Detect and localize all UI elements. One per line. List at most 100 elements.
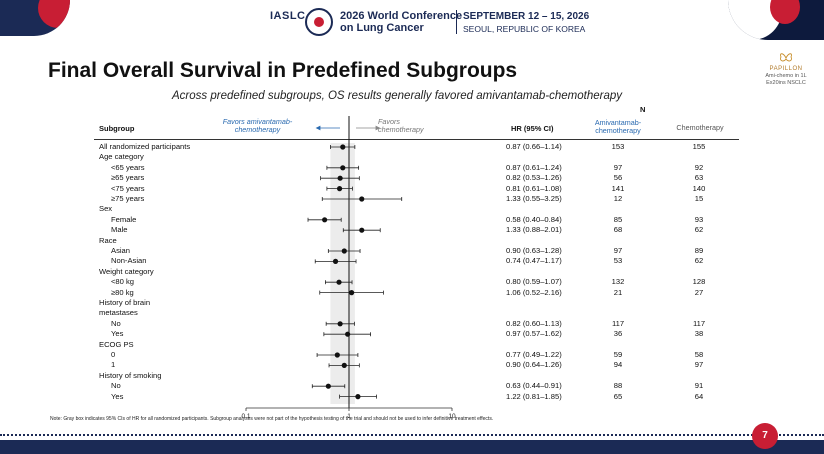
n-amivantamab: 12: [613, 194, 623, 203]
n-amivantamab: 85: [613, 214, 623, 224]
hr-value: 1.33 (0.88–2.01): [506, 225, 562, 235]
n-chemotherapy: 155: [692, 142, 706, 151]
n-chemotherapy: 117: [692, 318, 706, 328]
hr-point: [349, 290, 355, 296]
hr-point: [337, 321, 343, 327]
n-amivantamab: 68: [613, 225, 623, 235]
subgroup-label: ≥75 years: [111, 194, 145, 203]
hr-value: 0.80 (0.59–1.07): [506, 277, 562, 287]
header-divider: [456, 10, 457, 34]
favors-amivantamab-label: Favors amivantamab- chemotherapy: [210, 118, 305, 134]
subgroup-label: ≥65 years: [111, 173, 145, 183]
conference-location: SEOUL, REPUBLIC OF KOREA: [463, 24, 586, 34]
subgroup-label: <65 years: [111, 162, 145, 172]
hr-value: 0.90 (0.64–1.26): [506, 360, 562, 370]
n-amivantamab: 53: [613, 256, 623, 266]
n-chemotherapy: 97: [694, 360, 704, 370]
subgroup-label: Yes: [111, 391, 124, 401]
trial-name: PAPILLON: [769, 66, 803, 72]
col-hr: HR (95% CI): [511, 124, 554, 133]
org-logo-text: IASLC: [270, 10, 306, 22]
favors-chemotherapy-label: Favors chemotherapy: [378, 118, 448, 134]
hr-point: [334, 352, 340, 358]
hr-value: 0.97 (0.57–1.62): [506, 329, 562, 339]
col-arm-amivantamab: Amivantamab- chemotherapy: [584, 119, 652, 135]
n-amivantamab: 141: [611, 183, 625, 193]
subgroup-label: 1: [111, 360, 116, 370]
n-chemotherapy: 27: [694, 287, 704, 297]
hr-point: [336, 279, 342, 285]
subgroup-category-label: Weight category: [99, 266, 154, 276]
n-chemotherapy: 93: [694, 214, 704, 224]
x-axis-tick-label: 10: [448, 413, 456, 420]
n-amivantamab: 88: [613, 381, 623, 391]
n-chemotherapy: 63: [694, 173, 704, 183]
subgroup-category-label: Age category: [99, 152, 144, 162]
col-n-header: N: [640, 105, 646, 114]
hr-point: [359, 227, 365, 233]
slide-title: Final Overall Survival in Predefined Sub…: [48, 59, 518, 82]
subgroup-label: 0: [111, 350, 116, 359]
hr-point: [322, 217, 328, 223]
subgroup-category-label: metastases: [99, 308, 138, 318]
header-left-graphic: [0, 0, 70, 36]
hr-value: 0.87 (0.66–1.14): [506, 142, 562, 151]
subgroup-category-label: ECOG PS: [99, 339, 134, 349]
trial-desc-line-1: Ami-chemo in 1L: [765, 73, 807, 79]
conference-dates: SEPTEMBER 12 – 15, 2026 SEOUL, REPUBLIC …: [463, 11, 589, 35]
n-chemotherapy: 140: [692, 183, 706, 193]
hr-point: [340, 165, 346, 171]
subgroup-label: <80 kg: [111, 277, 135, 287]
favors-right-line-1: Favors: [378, 117, 400, 126]
trial-desc-line-2: Ex20ins NSCLC: [766, 80, 806, 86]
footer-dotted-rule: [0, 434, 824, 438]
n-amivantamab: 132: [611, 277, 625, 287]
x-axis-tick-label: 1: [347, 413, 351, 420]
col-arm-chemotherapy: Chemotherapy: [676, 123, 724, 132]
n-amivantamab: 59: [613, 350, 623, 359]
n-chemotherapy: 62: [694, 256, 704, 266]
n-amivantamab: 36: [613, 329, 623, 339]
subgroup-label: Male: [111, 225, 128, 235]
col-arm1-line-1: Amivantamab-: [594, 118, 642, 127]
n-amivantamab: 97: [613, 162, 623, 172]
favors-left-line-2: chemotherapy: [234, 125, 281, 134]
hr-value: 1.33 (0.55–3.25): [506, 194, 562, 203]
hr-value: 0.77 (0.49–1.22): [506, 350, 562, 359]
subgroup-label: ≥80 kg: [111, 287, 134, 297]
hr-value: 0.74 (0.47–1.17): [506, 256, 562, 266]
n-chemotherapy: 92: [694, 162, 704, 172]
subgroup-label: Non-Asian: [111, 256, 147, 266]
trial-badge: PAPILLON Ami-chemo in 1L Ex20ins NSCLC: [762, 52, 810, 87]
hr-point: [341, 248, 347, 254]
hr-value: 0.58 (0.40–0.84): [506, 214, 562, 224]
favors-left-line-1: Favors amivantamab-: [222, 117, 293, 126]
hr-point: [332, 258, 339, 264]
n-chemotherapy: 62: [694, 225, 704, 235]
hr-point: [359, 196, 365, 202]
subgroup-label: All randomized participants: [99, 142, 191, 151]
n-chemotherapy: 89: [694, 246, 704, 255]
subgroup-category-label: History of smoking: [99, 370, 162, 380]
subgroup-label: No: [111, 318, 121, 328]
footer-bar: [0, 440, 824, 454]
subgroup-category-label: History of brain: [99, 298, 151, 307]
subgroup-category-label: Sex: [99, 204, 113, 214]
subgroup-label: No: [111, 381, 121, 391]
col-arm1-line-2: chemotherapy: [595, 126, 641, 135]
n-amivantamab: 65: [613, 391, 623, 401]
n-chemotherapy: 38: [694, 329, 704, 339]
footnote: Note: Gray box indicates 95% CIs of HR f…: [50, 416, 494, 422]
n-amivantamab: 117: [611, 318, 625, 328]
n-amivantamab: 97: [613, 246, 623, 255]
hr-point: [340, 144, 346, 150]
conference-name: 2026 World Conference on Lung Cancer: [340, 10, 462, 34]
n-chemotherapy: 58: [694, 350, 704, 359]
hr-point: [337, 175, 343, 181]
n-chemotherapy: 15: [694, 194, 704, 203]
hr-point: [325, 383, 331, 389]
n-amivantamab: 21: [613, 287, 623, 297]
hr-point: [345, 331, 351, 337]
n-amivantamab: 153: [611, 142, 625, 151]
